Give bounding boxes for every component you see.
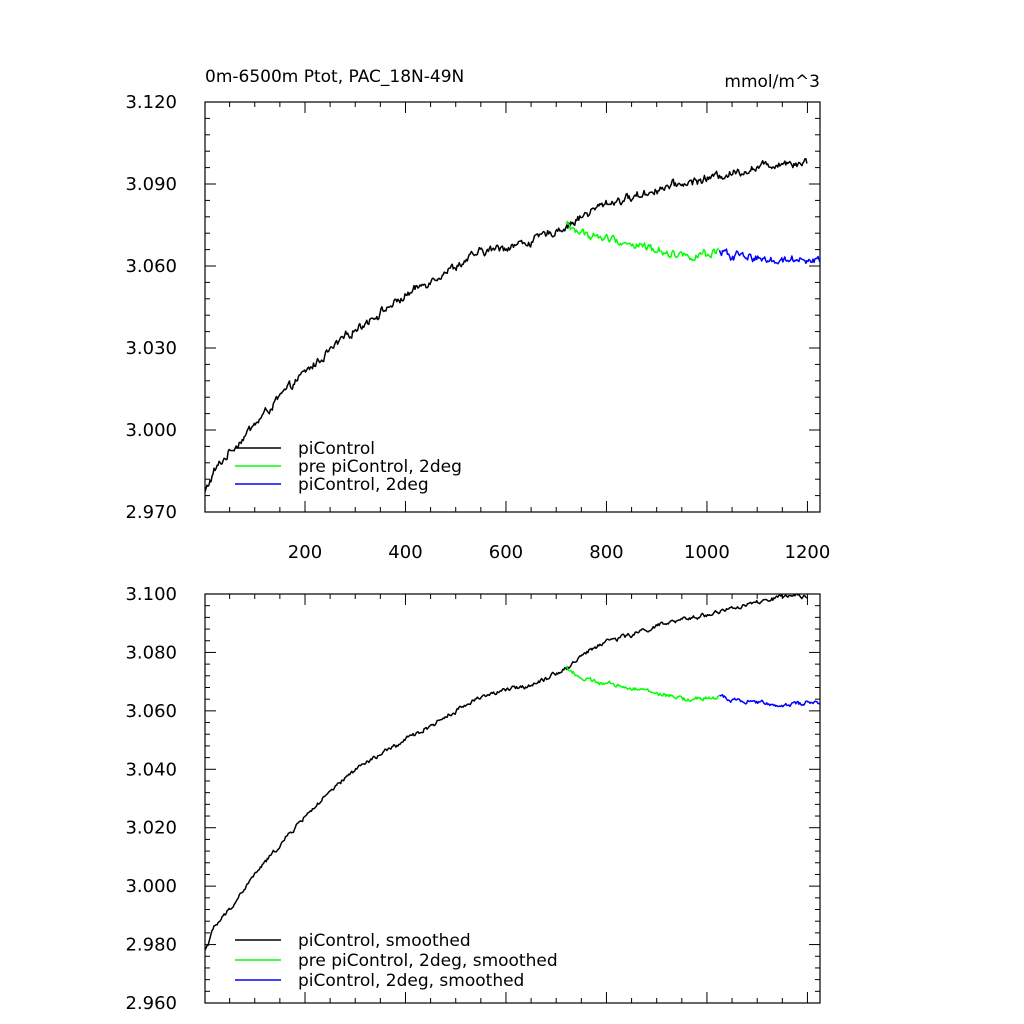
y-tick-label: 3.060 xyxy=(125,701,177,722)
legend-label: piControl xyxy=(298,439,375,459)
y-tick-label: 3.100 xyxy=(125,584,177,605)
y-tick-label: 3.080 xyxy=(125,642,177,663)
series-line-pre-picontrol-2deg-smoothed xyxy=(565,665,720,703)
y-tick-label: 3.030 xyxy=(125,338,177,359)
series-line-picontrol xyxy=(205,158,808,493)
y-tick-label: 3.090 xyxy=(125,174,177,195)
y-tick-label: 3.120 xyxy=(125,92,177,113)
plot-frame xyxy=(204,593,821,1004)
y-tick-label: 3.000 xyxy=(125,420,177,441)
top-chart-panel: 200 400 600 800 1000 1200 2.970 3.000 3.030 3.060… xyxy=(125,67,830,563)
y-tick-label: 2.970 xyxy=(125,502,177,523)
x-tick-label: 1200 xyxy=(785,542,831,563)
y-tick-label: 3.060 xyxy=(125,256,177,277)
x-tick-label: 600 xyxy=(489,542,523,563)
y-tick-label: 3.040 xyxy=(125,759,177,780)
legend-label: piControl, 2deg xyxy=(298,475,429,495)
x-tick-label: 200 xyxy=(288,542,322,563)
legend-label: piControl, 2deg, smoothed xyxy=(298,971,524,991)
y-tick-label: 2.980 xyxy=(125,935,177,956)
plot-frame xyxy=(204,101,821,513)
y-tick-label: 3.000 xyxy=(125,876,177,897)
x-tick-label: 800 xyxy=(589,542,623,563)
y-tick-label: 3.020 xyxy=(125,818,177,839)
bottom-chart-panel: 2.960 2.980 3.000 3.020 3.040 3.060 3.080 3.100… xyxy=(125,584,821,1014)
series-line-picontrol-2deg xyxy=(718,248,820,265)
series-line-picontrol-2deg-smoothed xyxy=(719,693,820,708)
y-tick-label: 2.960 xyxy=(125,993,177,1014)
x-tick-label: 400 xyxy=(388,542,422,563)
legend-label: piControl, smoothed xyxy=(298,931,471,951)
chart-title: 0m-6500m Ptot, PAC_18N-49N xyxy=(205,67,464,87)
legend-label: pre piControl, 2deg xyxy=(298,457,462,477)
units-label: mmol/m^3 xyxy=(724,72,820,92)
series-line-pre-picontrol-2deg xyxy=(565,220,720,261)
series-line-picontrol-smoothed xyxy=(205,594,808,951)
x-tick-label: 1000 xyxy=(684,542,730,563)
legend-label: pre piControl, 2deg, smoothed xyxy=(298,951,558,971)
